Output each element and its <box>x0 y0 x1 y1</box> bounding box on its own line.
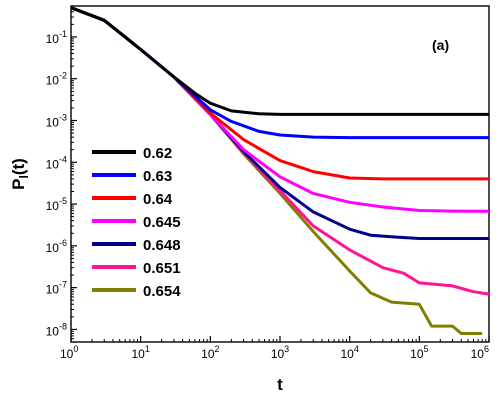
x-tick-label: 100 <box>60 344 78 361</box>
y-axis-title: Pl(t) <box>9 158 31 190</box>
x-tick-label: 105 <box>410 344 428 361</box>
x-tick-label: 103 <box>271 344 289 361</box>
x-tick-label: 101 <box>131 344 149 361</box>
legend-label: 0.63 <box>143 168 172 185</box>
y-tick-label: 10-1 <box>46 29 67 46</box>
y-tick-label: 10-8 <box>46 321 67 338</box>
x-axis-ticks: 100 101 102 103 104 105 106 <box>60 336 490 361</box>
y-tick-label: 10-7 <box>46 280 67 297</box>
series-line-2 <box>70 6 489 140</box>
x-axis-title: t <box>277 375 283 394</box>
x-tick-label: 106 <box>471 344 489 361</box>
y-tick-label: 10-3 <box>46 113 67 130</box>
y-tick-label: 10-6 <box>46 238 67 255</box>
legend-label: 0.654 <box>143 283 181 300</box>
legend-label: 0.64 <box>143 191 173 208</box>
y-axis-ticks: 10-1 10-2 10-3 10-4 10-5 10-6 10-7 10-8 <box>46 7 77 343</box>
legend-label: 0.651 <box>143 260 181 277</box>
legend-label: 0.648 <box>143 237 181 254</box>
x-tick-label: 102 <box>201 344 219 361</box>
x-tick-label: 104 <box>340 344 358 361</box>
legend-label: 0.62 <box>143 145 172 162</box>
series-curves <box>70 6 490 335</box>
legend-label: 0.645 <box>143 214 181 231</box>
y-tick-label: 10-4 <box>46 154 67 171</box>
panel-label: (a) <box>432 37 449 53</box>
series-line-1 <box>70 6 489 116</box>
legend: 0.62 0.63 0.64 0.645 0.648 0.651 0.654 <box>92 145 181 300</box>
y-tick-label: 10-2 <box>46 71 67 88</box>
series-line-7 <box>70 6 483 335</box>
series-line-4 <box>70 6 490 213</box>
y-tick-label: 10-5 <box>46 196 67 213</box>
